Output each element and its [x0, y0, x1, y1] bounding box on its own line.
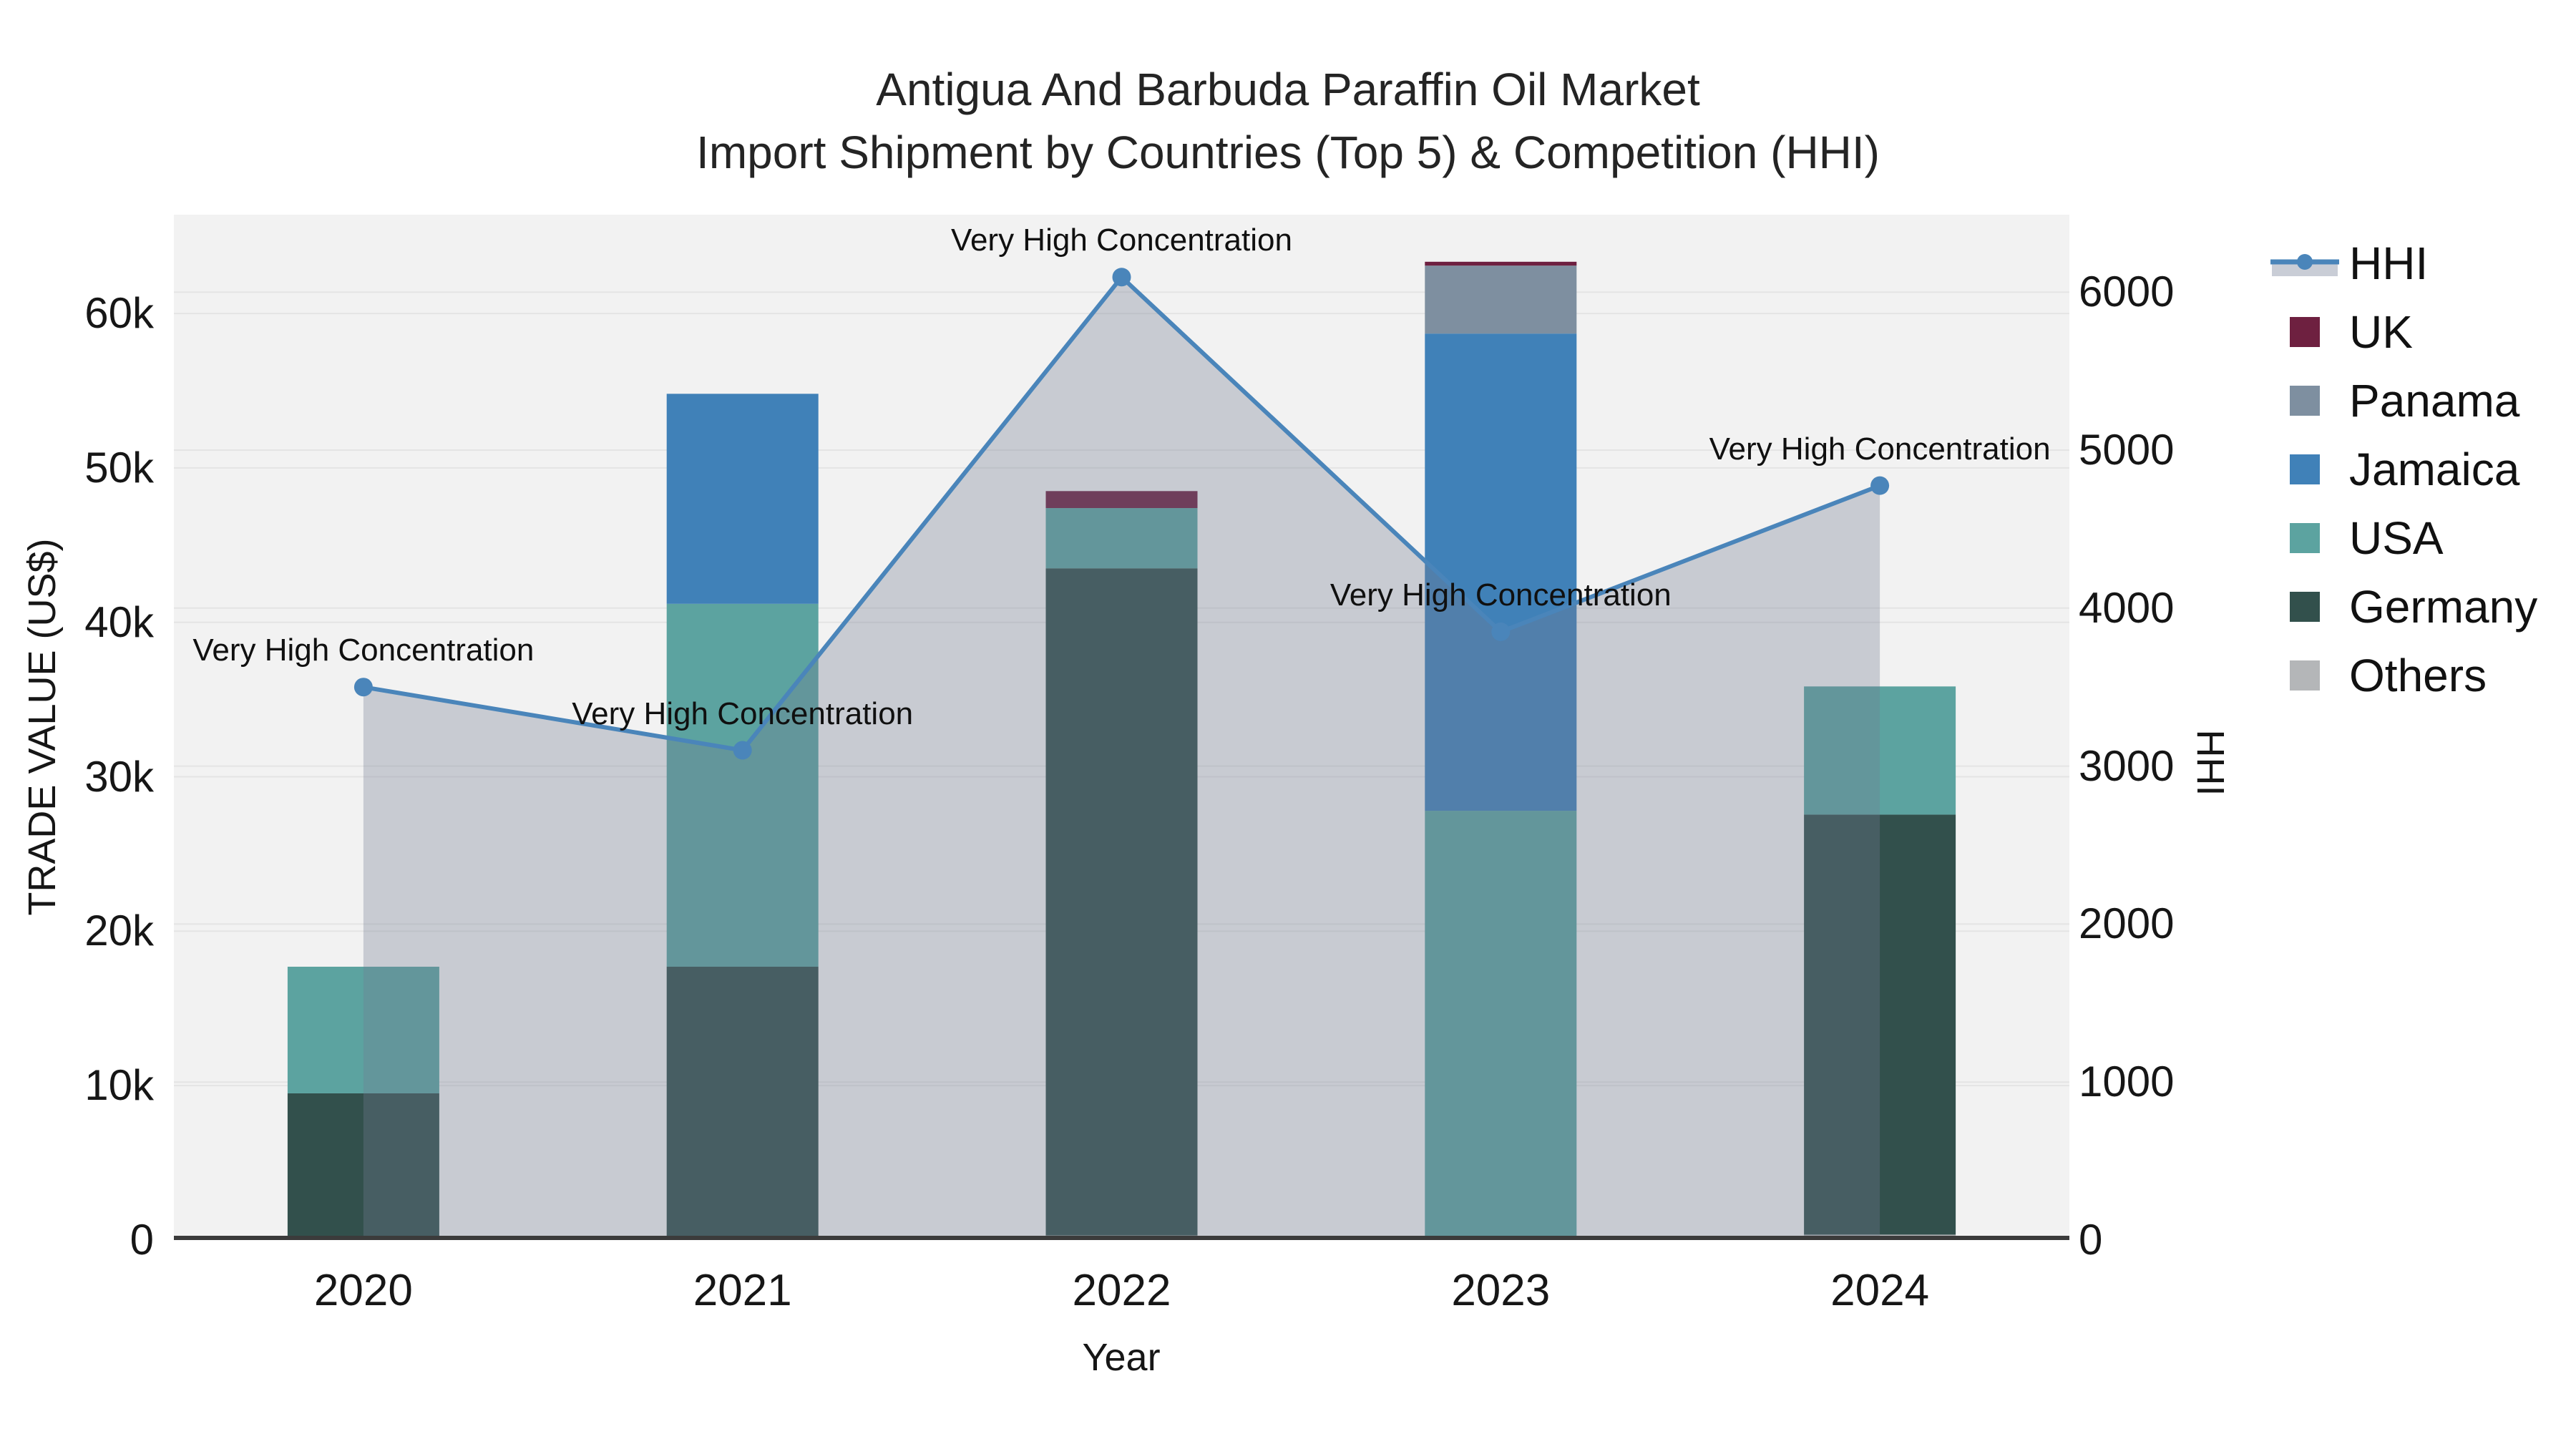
- y-right-tick-label: 5000: [2079, 425, 2175, 474]
- legend-swatch-others: [2290, 660, 2320, 691]
- annotation-2024: Very High Concentration: [1709, 431, 2051, 467]
- bar-segment-usa-2020: [287, 967, 439, 1093]
- legend-swatch-germany: [2290, 592, 2320, 622]
- legend-label: Jamaica: [2349, 444, 2520, 495]
- x-tick-label-2021: 2021: [693, 1266, 792, 1315]
- hhi-marker-2023: [1491, 622, 1511, 641]
- x-axis-title: Year: [1082, 1336, 1161, 1379]
- legend: HHI UK Panama Jamaica USA Germany Others: [2270, 229, 2537, 710]
- bar-segment-jamaica-2023: [1425, 333, 1577, 811]
- legend-swatch-icon: [2270, 641, 2339, 710]
- legend-swatch-panama: [2290, 386, 2320, 416]
- legend-item-panama[interactable]: Panama: [2270, 366, 2537, 435]
- y-right-tick-label: 3000: [2079, 741, 2175, 790]
- bar-segment-panama-2023: [1425, 265, 1577, 334]
- chart-title-line1: Antigua And Barbuda Paraffin Oil Market: [876, 64, 1700, 115]
- x-tick-label-2023: 2023: [1451, 1266, 1551, 1315]
- chart-title-line2: Import Shipment by Countries (Top 5) & C…: [696, 127, 1880, 178]
- legend-item-uk[interactable]: UK: [2270, 298, 2537, 366]
- legend-item-hhi[interactable]: HHI: [2270, 229, 2537, 298]
- x-axis-line: [174, 1236, 2069, 1240]
- y-left-tick-label: 60k: [84, 289, 154, 338]
- hhi-marker-2021: [733, 741, 752, 760]
- bar-segment-usa-2023: [1425, 811, 1577, 1240]
- y-left-tick-label: 0: [130, 1216, 154, 1264]
- legend-swatch-icon: [2270, 504, 2339, 572]
- y-right-tick-label: 2000: [2079, 899, 2175, 948]
- hhi-area: [363, 277, 1880, 1240]
- bar-segment-uk-2023: [1425, 261, 1577, 266]
- legend-label: USA: [2349, 512, 2444, 564]
- bar-segment-germany-2021: [666, 967, 819, 1240]
- legend-swatch-uk: [2290, 317, 2320, 347]
- bar-segment-uk-2022: [1045, 491, 1198, 509]
- legend-label: Germany: [2349, 581, 2538, 633]
- legend-item-usa[interactable]: USA: [2270, 504, 2537, 572]
- legend-item-others[interactable]: Others: [2270, 641, 2537, 710]
- y-left-tick-label: 10k: [84, 1061, 154, 1110]
- bar-segment-usa-2024: [1804, 686, 1956, 815]
- legend-label: Panama: [2349, 375, 2520, 426]
- annotation-2020: Very High Concentration: [192, 633, 535, 668]
- x-tick-label-2020: 2020: [313, 1266, 413, 1315]
- legend-label: UK: [2349, 306, 2413, 358]
- annotation-2023: Very High Concentration: [1330, 577, 1672, 613]
- legend-swatch-usa: [2290, 523, 2320, 553]
- y-left-tick-label: 50k: [84, 443, 154, 492]
- bar-segment-jamaica-2021: [666, 394, 819, 604]
- bar-segment-germany-2022: [1045, 568, 1198, 1236]
- legend-swatch-icon: [2270, 298, 2339, 366]
- y-axis-title-right: HHI: [2189, 729, 2232, 796]
- bar-segment-germany-2020: [287, 1093, 439, 1240]
- hhi-line-sample-icon: [2270, 254, 2339, 276]
- y-right-tick-label: 6000: [2079, 268, 2175, 316]
- annotation-2021: Very High Concentration: [572, 696, 914, 731]
- hhi-marker-2022: [1112, 268, 1131, 287]
- annotation-2022: Very High Concentration: [951, 223, 1292, 258]
- y-right-tick-label: 0: [2079, 1216, 2103, 1264]
- y-left-tick-label: 20k: [84, 907, 154, 955]
- legend-swatch-jamaica: [2290, 454, 2320, 484]
- y-left-tick-label: 40k: [84, 597, 154, 646]
- y-right-tick-label: 4000: [2079, 583, 2175, 632]
- legend-swatch-icon: [2270, 572, 2339, 641]
- x-tick-label-2022: 2022: [1072, 1266, 1171, 1315]
- legend-line-sample-icon: [2270, 229, 2339, 298]
- legend-label: Others: [2349, 650, 2487, 701]
- x-tick-label-2024: 2024: [1830, 1266, 1930, 1315]
- hhi-marker-2020: [353, 678, 373, 697]
- legend-swatch-icon: [2270, 435, 2339, 504]
- bar-segment-usa-2022: [1045, 508, 1198, 569]
- legend-item-germany[interactable]: Germany: [2270, 572, 2537, 641]
- legend-item-jamaica[interactable]: Jamaica: [2270, 435, 2537, 504]
- y-left-tick-label: 30k: [84, 752, 154, 801]
- legend-label: HHI: [2349, 238, 2429, 289]
- bar-segment-germany-2024: [1804, 814, 1956, 1235]
- hhi-marker-2024: [1870, 476, 1890, 495]
- bar-segment-usa-2021: [666, 603, 819, 967]
- legend-swatch-icon: [2270, 366, 2339, 435]
- y-right-tick-label: 1000: [2079, 1058, 2175, 1106]
